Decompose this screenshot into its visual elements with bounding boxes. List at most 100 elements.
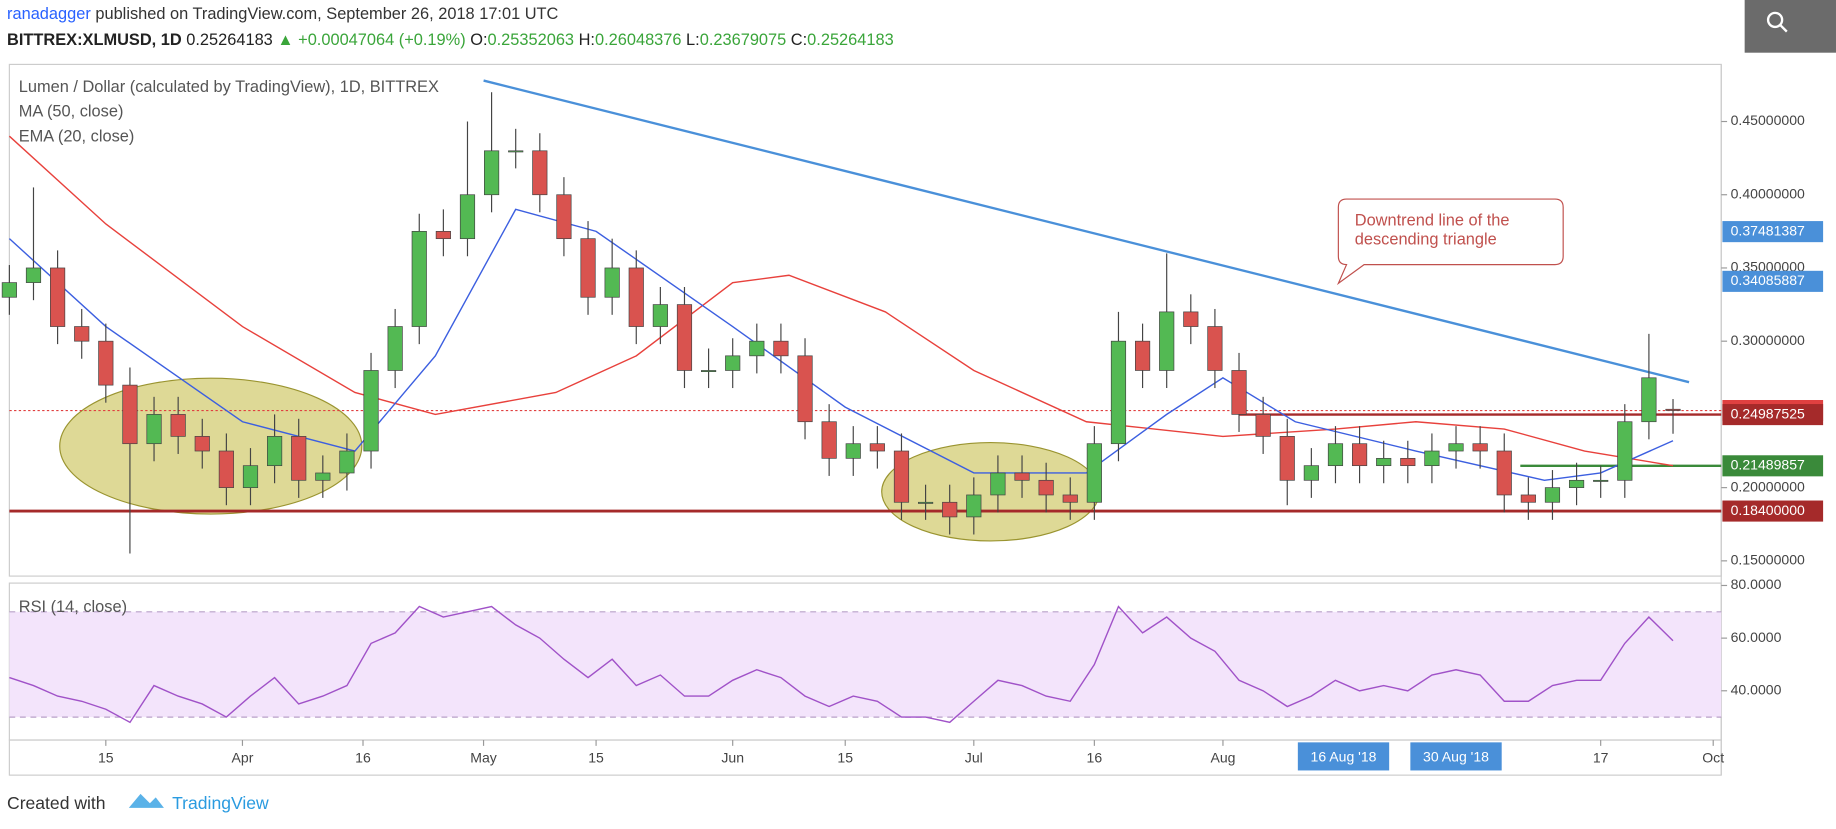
search-button[interactable] — [1744, 0, 1836, 53]
candle-body — [893, 450, 910, 503]
candle-body — [291, 436, 307, 481]
o-value: 0.25352063 — [488, 31, 575, 49]
candle-body — [194, 436, 210, 452]
candle-body — [50, 267, 66, 327]
x-tick-label: 15 — [98, 749, 114, 765]
plot: 0.15000000 0.20000000 0.30000000 0.35000000… — [1, 79, 1824, 771]
x-marker-box — [1410, 742, 1502, 771]
price-tag — [1722, 404, 1824, 426]
price-tag — [1722, 455, 1824, 477]
author[interactable]: ranadagger — [7, 6, 91, 24]
candle-body — [1327, 443, 1344, 467]
candle-body — [918, 501, 934, 504]
x-marker-label: 16 Aug '18 — [1311, 748, 1377, 764]
x-tick-label: Aug — [1210, 749, 1235, 765]
x-tick-label: 15 — [837, 749, 853, 765]
candle-body — [1255, 414, 1271, 437]
candle-body — [25, 267, 42, 283]
candle-body — [821, 421, 837, 459]
candle-body — [845, 443, 861, 459]
candle-body — [242, 465, 259, 488]
candle-body — [942, 501, 958, 518]
h-label: H: — [579, 31, 595, 49]
rsi-legend: RSI (14, close) — [19, 598, 127, 616]
candle-body — [749, 340, 765, 357]
change-arrow: ▲ — [277, 31, 293, 49]
h-value: 0.26048376 — [595, 31, 682, 49]
candle-body — [1544, 487, 1561, 503]
candle-body — [701, 370, 717, 372]
candle-body — [773, 340, 789, 357]
brand-logo — [128, 793, 164, 808]
x-marker-label: 30 Aug '18 — [1423, 748, 1489, 764]
candle-body — [339, 450, 355, 474]
candle-body — [676, 304, 693, 371]
y-tick-label: 0.30000000 — [1731, 332, 1805, 348]
candle-body — [122, 384, 138, 445]
candle-body — [1472, 443, 1488, 452]
y-tick-label: 0.40000000 — [1731, 185, 1805, 201]
candle-body — [966, 494, 982, 518]
y-tick-label: 0.35000000 — [1731, 259, 1805, 275]
x-tick-label: May — [470, 749, 497, 765]
candle-body — [1014, 472, 1030, 481]
candle-body — [1134, 340, 1151, 371]
candle-body — [1424, 450, 1440, 467]
candle-body — [869, 443, 885, 452]
price-tag — [1722, 221, 1824, 243]
candle-body — [1400, 457, 1416, 467]
candle-body — [1279, 436, 1295, 481]
candle-body — [315, 472, 331, 481]
price-tag — [1722, 500, 1824, 522]
search-bg[interactable] — [1744, 0, 1836, 53]
candle-body — [1062, 494, 1078, 503]
candle-body — [170, 414, 186, 437]
candle-body — [1376, 457, 1392, 467]
candle-body — [725, 355, 741, 371]
price-tag — [1722, 270, 1824, 292]
candle-body — [435, 230, 451, 240]
candle-body — [218, 450, 234, 488]
rsi-tick-label: 80.0000 — [1731, 576, 1782, 592]
candle-body — [1038, 479, 1054, 496]
search-icon-handle — [1778, 23, 1788, 33]
candle-body — [98, 340, 114, 386]
candle-body — [1568, 479, 1585, 488]
candle-body — [580, 238, 596, 298]
x-tick-label: Apr — [232, 749, 254, 765]
rsi-tick-label: 60.0000 — [1731, 629, 1782, 645]
candle-body — [1641, 377, 1657, 423]
candle-body — [1617, 421, 1633, 481]
y-tick-label: 0.45000000 — [1731, 112, 1805, 128]
candle-body — [1448, 443, 1464, 452]
candle-body — [508, 150, 524, 153]
ma-line — [8, 135, 1674, 467]
price-tag-label: 0.34085887 — [1731, 272, 1805, 288]
header-line: ranadagger published on TradingView.com,… — [7, 6, 559, 24]
footer-brand[interactable]: TradingView — [172, 793, 269, 813]
candle-body — [652, 304, 668, 327]
candle-body — [628, 267, 644, 327]
candle-body — [797, 355, 813, 423]
callout-text: Downtrend line of the — [1355, 212, 1510, 230]
l-label: L: — [686, 31, 700, 49]
candle-body — [74, 326, 90, 342]
y-tick-label: 0.20000000 — [1731, 478, 1805, 494]
candle-body — [1665, 408, 1681, 411]
highlight-ellipse — [59, 377, 363, 515]
o-label: O: — [470, 31, 487, 49]
candle-body — [484, 150, 500, 196]
candle-body — [1, 282, 17, 298]
candle-body — [556, 194, 572, 240]
candle-body — [990, 472, 1006, 496]
candle-body — [1110, 340, 1127, 445]
legend-entry: EMA (20, close) — [19, 127, 135, 145]
rsi-band — [9, 611, 1722, 718]
x-marker-box — [1297, 742, 1390, 771]
x-tick-label: Jun — [721, 749, 744, 765]
candle-body — [1086, 443, 1102, 503]
chart-title: Lumen / Dollar (calculated by TradingVie… — [19, 78, 439, 96]
candle-body — [1207, 326, 1223, 371]
candle-body — [363, 370, 379, 452]
